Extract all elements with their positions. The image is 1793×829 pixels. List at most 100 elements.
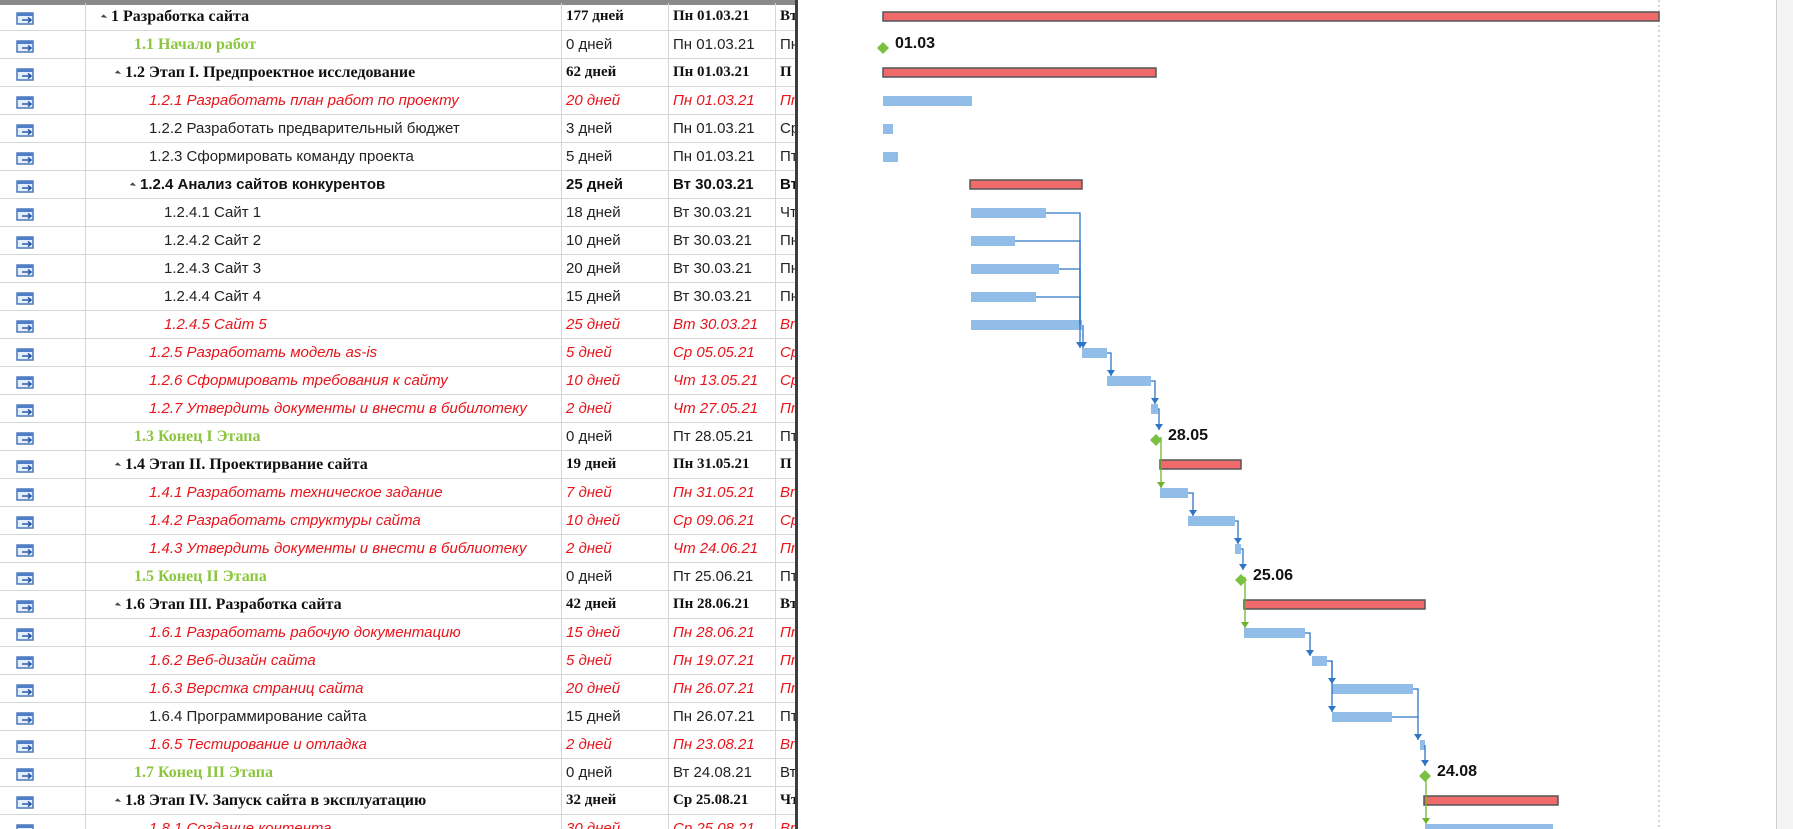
table-row[interactable]: 1 Разработка сайта 177 дней Пн 01.03.21 Вт xyxy=(0,3,795,31)
collapse-triangle-icon[interactable] xyxy=(114,70,122,77)
task-name-cell[interactable]: 1.7 Конец III Этапа xyxy=(86,759,562,786)
task-finish-cell[interactable]: Ср xyxy=(776,367,795,394)
task-duration-cell[interactable]: 7 дней xyxy=(562,479,669,506)
task-name-cell[interactable]: 1.2.1 Разработать план работ по проекту xyxy=(86,87,562,114)
task-finish-cell[interactable]: Ср xyxy=(776,339,795,366)
task-mode-cell[interactable] xyxy=(0,423,86,450)
task-start-cell[interactable]: Ср 09.06.21 xyxy=(669,507,776,534)
task-name-cell[interactable]: 1.5 Конец II Этапа xyxy=(86,563,562,590)
task-start-cell[interactable]: Вт 24.08.21 xyxy=(669,759,776,786)
task-duration-cell[interactable]: 177 дней xyxy=(562,3,669,30)
task-mode-cell[interactable] xyxy=(0,815,86,829)
view-splitter[interactable] xyxy=(795,0,798,829)
task-name-cell[interactable]: 1.2.4 Анализ сайтов конкурентов xyxy=(86,171,562,198)
task-finish-cell[interactable]: Пн xyxy=(776,31,795,58)
table-row[interactable]: 1.6.2 Веб-дизайн сайта 5 дней Пн 19.07.21 П… xyxy=(0,647,795,675)
task-start-cell[interactable]: Пн 01.03.21 xyxy=(669,143,776,170)
task-duration-cell[interactable]: 0 дней xyxy=(562,31,669,58)
task-name-cell[interactable]: 1.2.7 Утвердить документы и внести в биб… xyxy=(86,395,562,422)
task-mode-cell[interactable] xyxy=(0,339,86,366)
table-row[interactable]: 1.4 Этап II. Проектирвание сайта 19 дней П… xyxy=(0,451,795,479)
task-duration-cell[interactable]: 20 дней xyxy=(562,675,669,702)
task-mode-cell[interactable] xyxy=(0,283,86,310)
table-row[interactable]: 1.1 Начало работ 0 дней Пн 01.03.21 Пн xyxy=(0,31,795,59)
task-mode-cell[interactable] xyxy=(0,451,86,478)
task-name-cell[interactable]: 1.6.1 Разработать рабочую документацию xyxy=(86,619,562,646)
task-start-cell[interactable]: Вт 30.03.21 xyxy=(669,199,776,226)
task-mode-cell[interactable] xyxy=(0,759,86,786)
table-row[interactable]: 1.6.4 Программирование сайта 15 дней Пн 26… xyxy=(0,703,795,731)
task-duration-cell[interactable]: 15 дней xyxy=(562,619,669,646)
task-duration-cell[interactable]: 25 дней xyxy=(562,171,669,198)
task-duration-cell[interactable]: 19 дней xyxy=(562,451,669,478)
task-mode-cell[interactable] xyxy=(0,59,86,86)
task-mode-cell[interactable] xyxy=(0,479,86,506)
task-mode-cell[interactable] xyxy=(0,171,86,198)
task-name-cell[interactable]: 1.4.2 Разработать структуры сайта xyxy=(86,507,562,534)
task-name-cell[interactable]: 1.4 Этап II. Проектирвание сайта xyxy=(86,451,562,478)
task-finish-cell[interactable]: Пт xyxy=(776,87,795,114)
table-row[interactable]: 1.5 Конец II Этапа 0 дней Пт 25.06.21 Пт xyxy=(0,563,795,591)
task-start-cell[interactable]: Пн 23.08.21 xyxy=(669,731,776,758)
table-row[interactable]: 1.2.4.3 Сайт 3 20 дней Вт 30.03.21 Пн xyxy=(0,255,795,283)
collapse-triangle-icon[interactable] xyxy=(114,462,122,469)
task-finish-cell[interactable]: Пн xyxy=(776,255,795,282)
task-mode-cell[interactable] xyxy=(0,227,86,254)
table-row[interactable]: 1.2.1 Разработать план работ по проекту 2… xyxy=(0,87,795,115)
table-row[interactable]: 1.2.4 Анализ сайтов конкурентов 25 дней Вт… xyxy=(0,171,795,199)
task-finish-cell[interactable]: Вт xyxy=(776,731,795,758)
task-name-cell[interactable]: 1.4.1 Разработать техническое задание xyxy=(86,479,562,506)
task-finish-cell[interactable]: Пт xyxy=(776,619,795,646)
task-name-cell[interactable]: 1.2.4.5 Сайт 5 xyxy=(86,311,562,338)
task-mode-cell[interactable] xyxy=(0,507,86,534)
task-duration-cell[interactable]: 2 дней xyxy=(562,535,669,562)
task-duration-cell[interactable]: 18 дней xyxy=(562,199,669,226)
task-start-cell[interactable]: Вт 30.03.21 xyxy=(669,311,776,338)
task-start-cell[interactable]: Вт 30.03.21 xyxy=(669,227,776,254)
task-finish-cell[interactable]: Пт xyxy=(776,143,795,170)
table-row[interactable]: 1.8.1 Создание контента 30 дней Ср 25.08.2… xyxy=(0,815,795,829)
task-finish-cell[interactable]: Ср xyxy=(776,115,795,142)
task-name-cell[interactable]: 1.2.3 Сформировать команду проекта xyxy=(86,143,562,170)
table-row[interactable]: 1.7 Конец III Этапа 0 дней Вт 24.08.21 Вт xyxy=(0,759,795,787)
task-start-cell[interactable]: Пн 28.06.21 xyxy=(669,619,776,646)
task-mode-cell[interactable] xyxy=(0,87,86,114)
table-row[interactable]: 1.6.3 Верстка страниц сайта 20 дней Пн 26.… xyxy=(0,675,795,703)
table-row[interactable]: 1.2.4.1 Сайт 1 18 дней Вт 30.03.21 Чт xyxy=(0,199,795,227)
collapse-triangle-icon[interactable] xyxy=(100,14,108,21)
collapse-triangle-icon[interactable] xyxy=(114,798,122,805)
task-start-cell[interactable]: Пн 26.07.21 xyxy=(669,675,776,702)
collapse-triangle-icon[interactable] xyxy=(129,181,137,189)
task-finish-cell[interactable]: Пт xyxy=(776,647,795,674)
table-row[interactable]: 1.2.4.5 Сайт 5 25 дней Вт 30.03.21 Вт xyxy=(0,311,795,339)
table-row[interactable]: 1.4.1 Разработать техническое задание 7 д… xyxy=(0,479,795,507)
task-duration-cell[interactable]: 32 дней xyxy=(562,787,669,814)
task-start-cell[interactable]: Ср 25.08.21 xyxy=(669,815,776,829)
task-name-cell[interactable]: 1.2.4.1 Сайт 1 xyxy=(86,199,562,226)
task-mode-cell[interactable] xyxy=(0,703,86,730)
task-duration-cell[interactable]: 15 дней xyxy=(562,703,669,730)
task-duration-cell[interactable]: 42 дней xyxy=(562,591,669,618)
task-name-cell[interactable]: 1.4.3 Утвердить документы и внести в биб… xyxy=(86,535,562,562)
task-start-cell[interactable]: Пн 26.07.21 xyxy=(669,703,776,730)
task-finish-cell[interactable]: Пт xyxy=(776,423,795,450)
task-mode-cell[interactable] xyxy=(0,535,86,562)
task-start-cell[interactable]: Вт 30.03.21 xyxy=(669,171,776,198)
task-duration-cell[interactable]: 10 дней xyxy=(562,507,669,534)
task-mode-cell[interactable] xyxy=(0,675,86,702)
task-finish-cell[interactable]: Чт xyxy=(776,787,795,814)
task-start-cell[interactable]: Вт 30.03.21 xyxy=(669,255,776,282)
task-name-cell[interactable]: 1.6.4 Программирование сайта xyxy=(86,703,562,730)
task-start-cell[interactable]: Пн 19.07.21 xyxy=(669,647,776,674)
task-start-cell[interactable]: Чт 13.05.21 xyxy=(669,367,776,394)
task-duration-cell[interactable]: 5 дней xyxy=(562,647,669,674)
task-name-cell[interactable]: 1.8 Этап IV. Запуск сайта в эксплуатацию xyxy=(86,787,562,814)
task-duration-cell[interactable]: 62 дней xyxy=(562,59,669,86)
task-duration-cell[interactable]: 2 дней xyxy=(562,731,669,758)
task-mode-cell[interactable] xyxy=(0,367,86,394)
table-row[interactable]: 1.4.3 Утвердить документы и внести в биб… xyxy=(0,535,795,563)
task-duration-cell[interactable]: 3 дней xyxy=(562,115,669,142)
task-finish-cell[interactable]: Пт xyxy=(776,703,795,730)
task-start-cell[interactable]: Ср 05.05.21 xyxy=(669,339,776,366)
task-name-cell[interactable]: 1.6.5 Тестирование и отладка xyxy=(86,731,562,758)
